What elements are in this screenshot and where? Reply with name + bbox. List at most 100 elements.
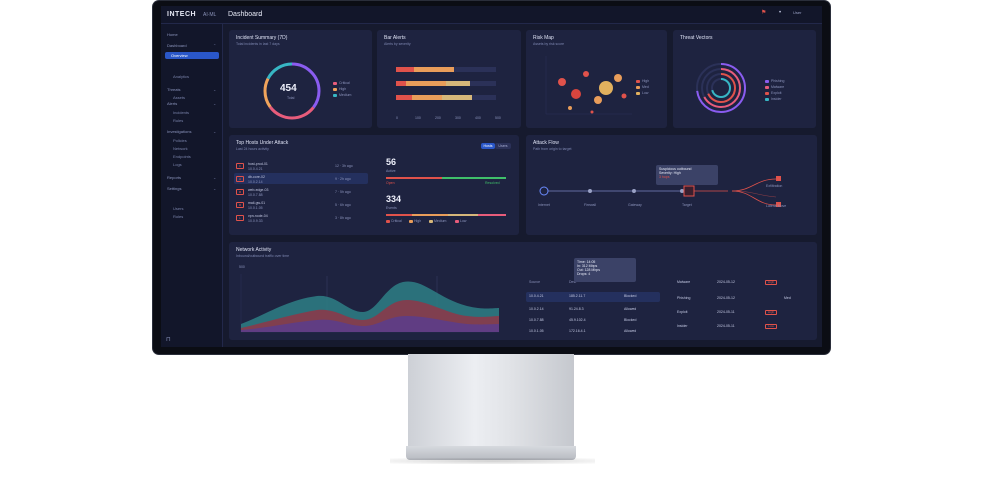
card-subtitle: Total incidents in last 7 days <box>236 42 280 46</box>
events-count-label: Events <box>386 206 397 210</box>
legend-label: Med <box>642 85 649 89</box>
table-cell: Med <box>784 296 791 300</box>
host-meta: 12 · 3h ago <box>335 164 353 168</box>
sidebar-item-overview[interactable]: Overview <box>165 52 219 59</box>
alert-flag-icon[interactable]: ⚑ <box>761 10 767 16</box>
card-title: Threat Vectors <box>680 35 713 41</box>
logo: INTECH <box>167 11 197 18</box>
monitor-stand <box>408 354 574 450</box>
top-hosts-card: Top Hosts Under Attack Last 24 hours act… <box>229 135 519 235</box>
legend-swatch <box>455 220 459 223</box>
progress-high <box>412 214 448 216</box>
card-title: Risk Map <box>533 35 554 41</box>
stacked-bar-chart <box>396 67 496 100</box>
legend-label: Malware <box>771 85 785 89</box>
host-name[interactable]: db-core-02 <box>248 175 265 179</box>
sidebar-item-threats[interactable]: Threats <box>167 87 181 92</box>
sidebar-subitem[interactable]: Rules <box>173 118 184 123</box>
legend-label: Critical <box>391 219 402 223</box>
sidebar-item-investigations[interactable]: Investigations <box>167 129 192 134</box>
host-name[interactable]: web-edge-03 <box>248 188 269 192</box>
table-row-selected[interactable] <box>526 292 660 302</box>
area-chart <box>240 274 499 333</box>
axis-tick: 200 <box>435 116 441 120</box>
table-cell: 10.0.7.88 <box>529 318 544 322</box>
flow-target-label: Lateral Move <box>766 204 787 208</box>
axis-tick: 500 <box>495 116 501 120</box>
legend-label: Insider <box>771 97 782 101</box>
table-cell: Allowed <box>624 307 637 311</box>
sidebar-subitem[interactable]: Assets <box>173 95 186 100</box>
sidebar-subitem[interactable]: Logs <box>173 162 182 167</box>
host-ip: 10.0.9.33 <box>248 219 263 223</box>
sidebar-item-settings[interactable]: Settings <box>167 186 182 191</box>
bell-icon[interactable]: • <box>779 10 782 16</box>
legend-label: Low <box>642 91 649 95</box>
legend-label: Exploit <box>771 91 782 95</box>
sidebar-subitem[interactable]: Incidents <box>173 110 190 115</box>
active-count-label: Active <box>386 169 396 173</box>
host-name[interactable]: mail-gw-01 <box>248 201 266 205</box>
dropdown-icon[interactable]: ⌄ <box>257 12 263 18</box>
sidebar-subitem[interactable]: Network <box>173 146 188 151</box>
legend-label: High <box>414 219 422 223</box>
network-activity-card: Network Activity Inbound/outbound traffi… <box>229 242 817 340</box>
host-name[interactable]: host-prod-01 <box>248 162 268 166</box>
attack-flow-card: Attack Flow Path from origin to target I… <box>526 135 817 235</box>
collapse-icon[interactable]: ⊓ <box>166 337 171 343</box>
sidebar-item-home[interactable]: Home <box>167 32 178 37</box>
host-ip: 10.0.7.88 <box>248 193 263 197</box>
sidebar-subitem[interactable]: Users <box>173 206 184 211</box>
host-name[interactable]: vpn-node-04 <box>248 214 268 218</box>
host-meta: 5 · 6h ago <box>335 203 351 207</box>
column-header: Source <box>529 280 541 284</box>
table-cell: 2024-05-11 <box>717 310 735 314</box>
table-cell: Insider <box>677 324 688 328</box>
sidebar-item-alerts[interactable]: Alerts <box>167 101 178 106</box>
legend-swatch <box>386 220 390 223</box>
progress-low <box>478 214 506 216</box>
card-subtitle: Alerts by severity <box>384 42 411 46</box>
card-title: Network Activity <box>236 247 272 253</box>
host-ip: 10.0.4.21 <box>248 167 263 171</box>
sidebar-subitem[interactable]: Policies <box>173 138 187 143</box>
axis-tick: 300 <box>455 116 461 120</box>
legend-label: Phishing <box>771 79 785 83</box>
flow-tooltip: Suspicious outbound Severity: High 3 hop… <box>656 165 718 185</box>
sidebar-subitem[interactable]: Analytics <box>173 74 190 79</box>
table-row-selected[interactable] <box>234 173 368 184</box>
sidebar: Home Dashboard ⌃ Overview Analytics Thre… <box>161 24 223 347</box>
column-header: Dest <box>569 280 577 284</box>
table-cell: 185.2.11.7 <box>569 294 586 298</box>
axis-tick: 0 <box>396 116 398 120</box>
card-title: Attack Flow <box>533 140 559 146</box>
risk-map-card: Risk Map Assets by risk score High Med L… <box>526 30 667 128</box>
host-meta: 9 · 2h ago <box>335 177 351 181</box>
user-name[interactable]: User <box>793 10 802 15</box>
chevron-down-icon: ⌄ <box>213 186 217 191</box>
incident-summary-card: Incident Summary (7D) Total incidents in… <box>229 30 372 128</box>
table-cell: 10.0.2.14 <box>529 307 544 311</box>
legend-swatch <box>409 220 413 223</box>
incident-total-label: Total <box>287 96 295 100</box>
table-cell: 91.24.8.3 <box>569 307 584 311</box>
sidebar-subitem[interactable]: Roles <box>173 214 184 219</box>
incident-total-value: 454 <box>280 83 297 94</box>
bubble-chart <box>545 56 632 115</box>
sidebar-item-dashboard[interactable]: Dashboard <box>167 43 187 48</box>
toggle-hosts-button[interactable]: Hosts <box>481 143 495 149</box>
table-cell: 2024-05-12 <box>717 296 735 300</box>
axis-tick: 100 <box>415 116 421 120</box>
host-ip: 10.0.1.05 <box>248 206 263 210</box>
donut-chart <box>263 62 321 120</box>
toggle-users-button[interactable]: Users <box>495 143 511 149</box>
severity-badge: High <box>765 280 777 285</box>
sidebar-subitem[interactable]: Endpoints <box>173 154 191 159</box>
table-cell: Malware <box>677 280 691 284</box>
chart-tooltip: Time: 14:05 In: 312 Mbps Out: 128 Mbps D… <box>574 258 636 282</box>
card-subtitle: Path from origin to target <box>533 147 572 151</box>
sidebar-item-reports[interactable]: Reports <box>167 175 182 180</box>
severity-badge: Low <box>765 324 777 329</box>
table-cell: Exploit <box>677 310 688 314</box>
chevron-down-icon: ⌄ <box>213 101 217 106</box>
